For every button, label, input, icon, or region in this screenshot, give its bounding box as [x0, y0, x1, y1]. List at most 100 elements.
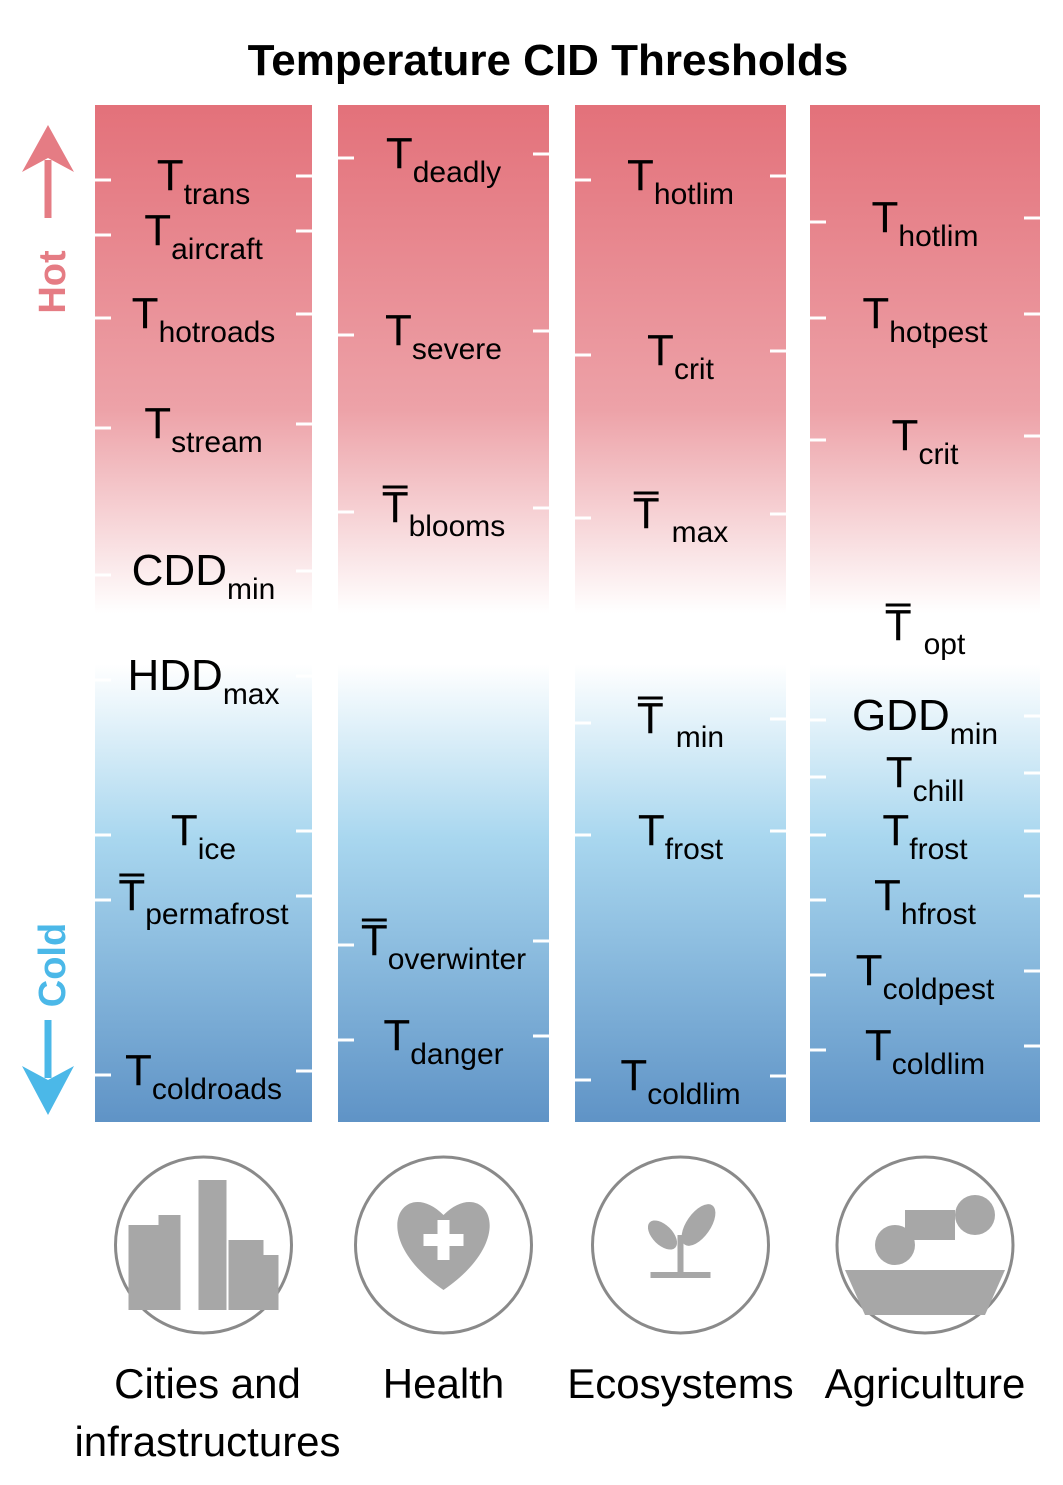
threshold-subscript: aircraft	[171, 233, 263, 266]
threshold-subscript: crit	[674, 353, 715, 386]
threshold-symbol: T	[638, 806, 665, 855]
threshold-subscript: max	[223, 678, 280, 711]
threshold-label: Thotroads	[132, 289, 276, 349]
threshold-symbol: GDD	[852, 691, 950, 740]
threshold-symbol: T	[118, 871, 145, 920]
threshold-subscript: coldlim	[647, 1078, 740, 1111]
threshold-label: GDDmin	[852, 691, 998, 751]
threshold-symbol: T	[385, 306, 412, 355]
threshold-label: Thotlim	[872, 193, 979, 253]
threshold-label: Tblooms	[382, 483, 506, 543]
gradient-band	[575, 105, 786, 1122]
threshold-symbol: T	[633, 489, 660, 538]
threshold-label: Ttrans	[157, 151, 251, 211]
threshold-label: Tice	[171, 806, 236, 866]
gradient-band	[338, 105, 549, 1122]
threshold-symbol: T	[125, 1046, 152, 1095]
threshold-symbol: T	[144, 206, 171, 255]
threshold-subscript: coldroads	[152, 1073, 282, 1106]
threshold-subscript: min	[950, 718, 998, 751]
hot-indicator: Hot	[22, 125, 74, 314]
threshold-label: Tsevere	[385, 306, 502, 366]
threshold-symbol: T	[171, 806, 198, 855]
threshold-label: HDDmax	[127, 651, 279, 711]
threshold-label: Tchill	[886, 748, 965, 808]
gradient-band	[95, 105, 312, 1122]
hot-label: Hot	[32, 250, 74, 314]
threshold-subscript: coldlim	[892, 1048, 985, 1081]
column-label: Ecosystems	[567, 1360, 793, 1407]
cold-label: Cold	[32, 923, 74, 1007]
threshold-subscript: severe	[412, 333, 502, 366]
threshold-subscript: min	[676, 721, 724, 754]
threshold-label: Tcrit	[647, 326, 715, 386]
threshold-symbol: T	[157, 151, 184, 200]
threshold-subscript: blooms	[409, 510, 506, 543]
threshold-subscript: hotroads	[159, 316, 276, 349]
threshold-symbol: T	[620, 1051, 647, 1100]
threshold-subscript: overwinter	[388, 943, 526, 976]
threshold-subscript: trans	[184, 178, 251, 211]
threshold-label: Tcrit	[892, 411, 960, 471]
icon	[354, 1155, 533, 1335]
threshold-label: Tcoldpest	[856, 946, 995, 1006]
column-label: infrastructures	[74, 1418, 340, 1465]
threshold-symbol: T	[361, 916, 388, 965]
threshold-subscript: max	[672, 516, 729, 549]
threshold-subscript: opt	[924, 628, 966, 661]
threshold-symbol: T	[637, 694, 664, 743]
threshold-symbol: T	[862, 289, 889, 338]
threshold-symbol: T	[132, 289, 159, 338]
threshold-subscript: deadly	[413, 156, 501, 189]
threshold-label: Tpermafrost	[118, 871, 289, 931]
threshold-symbol: T	[892, 411, 919, 460]
threshold-subscript: frost	[909, 833, 968, 866]
threshold-label: Tcoldlim	[865, 1021, 985, 1081]
threshold-subscript: hfrost	[901, 898, 977, 931]
threshold-symbol: T	[386, 129, 413, 178]
threshold-symbol: T	[383, 1011, 410, 1060]
threshold-label: Tcoldlim	[620, 1051, 740, 1111]
threshold-subscript: ice	[198, 833, 236, 866]
threshold-label: CDDmin	[132, 546, 276, 606]
threshold-label: Tfrost	[638, 806, 724, 866]
threshold-subscript: stream	[171, 426, 263, 459]
icon	[591, 1155, 770, 1335]
threshold-label: Thotlim	[627, 151, 734, 211]
threshold-label: Tdanger	[383, 1011, 503, 1071]
threshold-label: Tstream	[144, 399, 263, 459]
threshold-symbol: T	[865, 1021, 892, 1070]
threshold-subscript: chill	[913, 775, 965, 808]
gradient-band	[810, 105, 1040, 1122]
threshold-label: Taircraft	[144, 206, 263, 266]
title: Temperature CID Thresholds	[248, 36, 849, 85]
threshold-label: Tfrost	[882, 806, 968, 866]
threshold-symbol: T	[874, 871, 901, 920]
icon	[114, 1155, 293, 1335]
threshold-subscript: frost	[665, 833, 724, 866]
threshold-symbol: T	[382, 483, 409, 532]
threshold-symbol: T	[886, 748, 913, 797]
threshold-symbol: T	[872, 193, 899, 242]
threshold-label: Tdeadly	[386, 129, 501, 189]
column-label: Cities and	[114, 1360, 301, 1407]
threshold-subscript: danger	[410, 1038, 503, 1071]
threshold-symbol: HDD	[127, 651, 222, 700]
cold-indicator: Cold	[22, 923, 74, 1115]
threshold-subscript: coldpest	[883, 973, 995, 1006]
threshold-symbol: T	[856, 946, 883, 995]
threshold-symbol: T	[647, 326, 674, 375]
threshold-label: Toverwinter	[361, 916, 526, 976]
threshold-label: Thotpest	[862, 289, 988, 349]
threshold-subscript: permafrost	[145, 898, 289, 931]
threshold-symbol: T	[882, 806, 909, 855]
threshold-subscript: hotlim	[898, 220, 978, 253]
icon	[835, 1155, 1015, 1335]
threshold-symbol: CDD	[132, 546, 227, 595]
threshold-symbol: T	[627, 151, 654, 200]
threshold-symbol: T	[144, 399, 171, 448]
